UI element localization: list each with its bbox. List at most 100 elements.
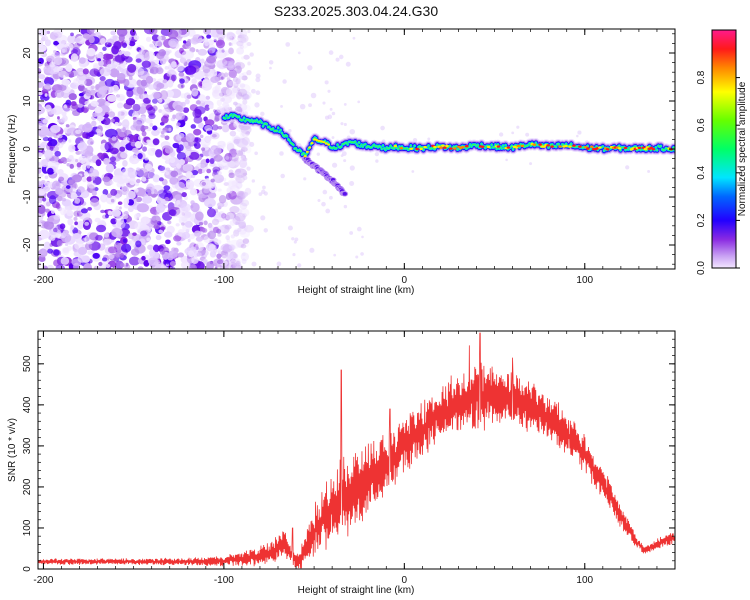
signal-trace-cell xyxy=(358,141,360,144)
noise-blob xyxy=(45,201,51,207)
signal-trace-cell xyxy=(375,145,378,147)
noise-blob xyxy=(65,185,71,189)
signal-trace-cell xyxy=(602,145,604,148)
signal-hotspot xyxy=(399,147,404,150)
signal-trace-cell xyxy=(233,113,235,116)
noise-blob xyxy=(207,222,213,228)
noise-blob xyxy=(205,158,210,164)
noise-blob xyxy=(427,137,431,141)
noise-blob xyxy=(227,179,237,188)
noise-blob xyxy=(62,230,68,237)
noise-blob xyxy=(128,176,136,186)
noise-blob xyxy=(268,60,274,65)
noise-blob xyxy=(135,240,142,248)
noise-blob xyxy=(40,141,48,147)
noise-blob xyxy=(42,118,49,124)
signal-trace-cell xyxy=(396,146,398,149)
signal-trace-cell xyxy=(528,142,531,145)
noise-blob xyxy=(105,65,111,71)
signal-trace-cell xyxy=(470,145,473,148)
snr-y-tick-label: 400 xyxy=(22,396,33,413)
noise-blob xyxy=(104,112,109,116)
noise-blob xyxy=(225,212,235,221)
noise-blob xyxy=(55,203,61,210)
noise-blob xyxy=(181,216,188,222)
noise-blob xyxy=(209,183,215,188)
noise-blob xyxy=(114,54,124,63)
noise-blob xyxy=(129,29,136,36)
noise-blob xyxy=(236,68,241,74)
snr-x-tick-label: 100 xyxy=(576,575,593,586)
noise-blob xyxy=(223,50,230,56)
signal-trace-cell xyxy=(301,153,303,156)
signal-hotspot xyxy=(578,145,582,148)
signal-trace-cell xyxy=(498,147,501,150)
noise-blob xyxy=(222,214,229,221)
noise-blob xyxy=(238,83,251,93)
noise-blob xyxy=(170,74,177,82)
noise-blob xyxy=(238,103,248,111)
noise-blob xyxy=(141,255,146,261)
signal-hotspot xyxy=(542,145,546,148)
noise-blob xyxy=(213,248,218,254)
snr-background xyxy=(38,331,675,569)
noise-blob xyxy=(159,248,166,255)
signal-hotspot xyxy=(319,140,323,143)
signal-trace-cell xyxy=(273,130,276,132)
noise-blob xyxy=(70,192,78,200)
noise-blob xyxy=(123,78,130,87)
noise-blob xyxy=(111,45,120,55)
signal-hotspot xyxy=(310,141,314,145)
noise-blob xyxy=(105,263,111,268)
noise-blob xyxy=(249,52,254,57)
spectrogram-x-tick-label: 100 xyxy=(576,275,593,286)
noise-blob xyxy=(169,157,176,164)
signal-hotspot xyxy=(305,150,309,153)
noise-blob xyxy=(133,35,140,41)
noise-blob xyxy=(140,230,148,237)
noise-blob xyxy=(144,254,150,259)
signal-trace-cell xyxy=(370,146,373,149)
noise-blob xyxy=(47,248,54,254)
signal-trace-cell xyxy=(276,130,278,132)
noise-blob xyxy=(104,232,109,238)
noise-blob xyxy=(211,218,220,226)
signal-trace-cell xyxy=(360,143,363,146)
noise-blob xyxy=(127,168,138,179)
noise-blob xyxy=(61,197,67,202)
noise-blob xyxy=(141,176,147,182)
noise-blob xyxy=(206,261,214,269)
noise-blob xyxy=(165,239,171,245)
noise-blob xyxy=(647,170,651,173)
noise-blob xyxy=(201,79,212,88)
signal-trace-cell xyxy=(373,143,375,146)
noise-blob xyxy=(308,103,312,108)
noise-blob xyxy=(285,42,291,47)
noise-blob xyxy=(151,98,158,104)
noise-blob xyxy=(86,176,93,182)
signal-hotspot xyxy=(597,146,602,149)
noise-blob xyxy=(357,100,361,104)
noise-blob xyxy=(105,213,109,219)
noise-blob xyxy=(95,224,107,233)
noise-blob xyxy=(181,222,185,226)
noise-blob xyxy=(152,125,158,131)
signal-trace-cell xyxy=(656,149,658,152)
noise-blob xyxy=(119,252,125,259)
noise-blob xyxy=(141,60,151,68)
signal-trace-cell xyxy=(252,120,254,123)
noise-blob xyxy=(106,193,112,199)
noise-blob xyxy=(229,206,240,214)
signal-trace-cell xyxy=(336,143,339,146)
signal-trace-cell xyxy=(432,147,435,150)
signal-trace-cell xyxy=(403,147,406,150)
noise-blob xyxy=(110,30,116,36)
noise-blob xyxy=(46,30,51,35)
signal-trace-cell xyxy=(230,113,233,116)
noise-blob xyxy=(161,108,171,116)
noise-blob xyxy=(324,115,330,120)
signal-trace-cell xyxy=(406,147,408,150)
noise-blob xyxy=(242,172,248,177)
noise-blob xyxy=(226,31,235,39)
noise-blob xyxy=(146,139,151,143)
